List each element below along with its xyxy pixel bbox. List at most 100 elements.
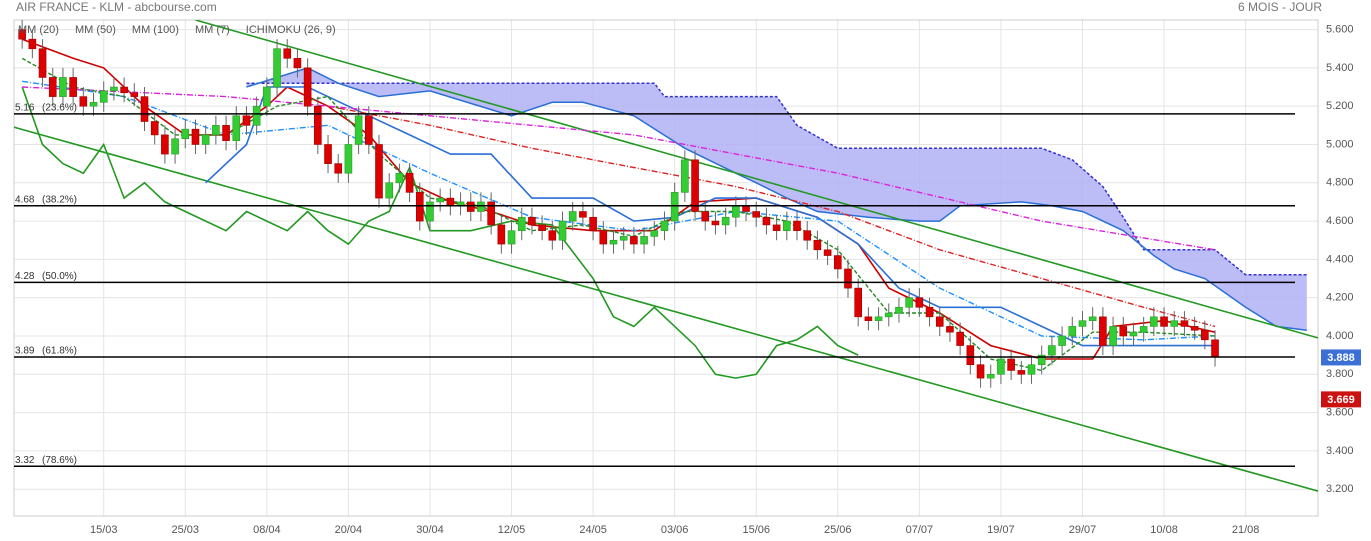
candle-body bbox=[38, 48, 47, 78]
y-tick-label: 3.400 bbox=[1326, 445, 1354, 457]
candle-body bbox=[59, 77, 67, 97]
plot-border bbox=[13, 19, 1319, 517]
candle-body bbox=[997, 358, 1005, 375]
price-tag-label: 3.888 bbox=[1327, 352, 1355, 364]
y-tick-label: 3.600 bbox=[1326, 406, 1354, 418]
candle-body bbox=[1027, 364, 1036, 375]
candle-body bbox=[956, 331, 964, 346]
y-tick-label: 4.400 bbox=[1326, 253, 1354, 265]
candle-body bbox=[324, 144, 332, 164]
x-tick-label: 21/08 bbox=[1232, 524, 1260, 536]
candle-body bbox=[79, 96, 88, 107]
candle-body bbox=[120, 86, 128, 94]
price-tag bbox=[1321, 349, 1361, 366]
candle-body bbox=[905, 297, 913, 308]
candle-body bbox=[833, 255, 842, 270]
candle-body bbox=[171, 138, 179, 155]
candle-body bbox=[884, 312, 893, 318]
candle-body bbox=[242, 115, 251, 126]
candle-body bbox=[813, 239, 822, 251]
candle-body bbox=[650, 230, 659, 237]
x-tick-label: 15/06 bbox=[742, 524, 770, 536]
legend-entry: MM (7) bbox=[195, 24, 230, 36]
x-tick-label: 20/04 bbox=[335, 524, 363, 536]
candle-body bbox=[1058, 335, 1066, 346]
candle-body bbox=[548, 230, 557, 241]
candle-body bbox=[507, 230, 516, 245]
candle-body bbox=[762, 216, 771, 226]
candle-body bbox=[466, 201, 475, 212]
candle-body bbox=[599, 230, 608, 245]
candle-body bbox=[150, 121, 159, 136]
y-tick-label: 4.200 bbox=[1326, 292, 1354, 304]
fib-value: 3.89 bbox=[15, 346, 35, 357]
candle-body bbox=[803, 230, 812, 241]
candle-body bbox=[18, 29, 26, 40]
candle-body bbox=[935, 316, 944, 327]
candle-body bbox=[99, 90, 108, 103]
candle-body bbox=[375, 144, 383, 199]
legend-entry: MM (50) bbox=[75, 24, 116, 36]
candle-body bbox=[477, 201, 485, 212]
candle-body bbox=[405, 172, 414, 193]
candle-body bbox=[222, 125, 230, 141]
trendline bbox=[195, 20, 1318, 339]
candle-body bbox=[191, 128, 200, 145]
candle-body bbox=[212, 125, 220, 136]
candle-body bbox=[701, 211, 710, 222]
candle-body bbox=[681, 159, 689, 193]
candle-body bbox=[344, 144, 353, 174]
candle-body bbox=[844, 268, 852, 289]
candle-body bbox=[497, 224, 506, 245]
candle-body bbox=[640, 236, 648, 245]
x-tick-label: 03/06 bbox=[661, 524, 689, 536]
candle-body bbox=[1129, 331, 1138, 337]
candle-body bbox=[986, 373, 995, 379]
candle-body bbox=[365, 115, 373, 145]
candle-body bbox=[915, 297, 924, 308]
x-tick-label: 24/05 bbox=[579, 524, 607, 536]
candle-body bbox=[752, 211, 761, 218]
candle-body bbox=[1190, 326, 1199, 331]
candle-body bbox=[874, 316, 883, 321]
candle-body bbox=[48, 77, 57, 97]
candle-body bbox=[110, 86, 118, 92]
candle-body bbox=[538, 224, 546, 231]
candle-body bbox=[283, 48, 292, 59]
candle-body bbox=[181, 128, 190, 140]
y-tick-label: 4.000 bbox=[1326, 330, 1354, 342]
candle-body bbox=[436, 197, 444, 203]
candle-body bbox=[589, 216, 597, 231]
ichimoku-cloud bbox=[246, 67, 1307, 331]
candle-body bbox=[89, 102, 98, 107]
cloud-lower bbox=[246, 67, 1307, 331]
candle-body bbox=[946, 326, 954, 333]
candle-body bbox=[395, 172, 404, 184]
candle-body bbox=[793, 220, 801, 231]
candle-body bbox=[1037, 354, 1046, 366]
fib-percent: (23.6%) bbox=[42, 102, 77, 113]
candle-body bbox=[660, 220, 669, 231]
candle-body bbox=[558, 220, 567, 241]
candle-body bbox=[415, 192, 424, 222]
plot-area bbox=[14, 20, 1318, 492]
candle-body bbox=[1048, 345, 1056, 356]
fib-percent: (50.0%) bbox=[42, 271, 77, 282]
candle-body bbox=[130, 92, 139, 97]
price-tag-label: 3.669 bbox=[1327, 394, 1355, 406]
candle-body bbox=[721, 216, 730, 226]
fib-percent: (38.2%) bbox=[42, 194, 77, 205]
candle-body bbox=[925, 306, 934, 318]
candle-body bbox=[568, 211, 577, 222]
candle-body bbox=[1150, 316, 1158, 327]
candle-body bbox=[446, 197, 455, 207]
candle-body bbox=[140, 96, 149, 122]
candle-body bbox=[630, 236, 638, 245]
candle-body bbox=[161, 134, 169, 155]
fib-value: 3.32 bbox=[15, 455, 35, 466]
candle-body bbox=[517, 216, 526, 231]
candle-body bbox=[28, 38, 37, 50]
candle-body bbox=[1068, 326, 1077, 337]
candle-body bbox=[609, 239, 618, 245]
candle-body bbox=[232, 115, 241, 141]
